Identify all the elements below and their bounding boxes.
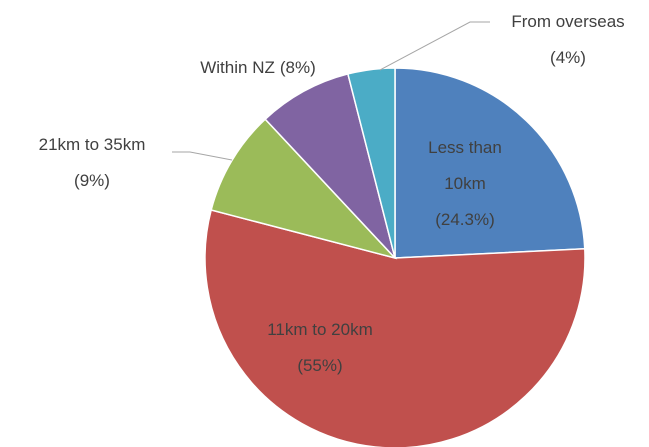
category-label: 11km to 20km [267,320,373,339]
slice-label: Within NZ (8%) [128,50,388,86]
pie-slice [210,118,398,260]
value-label: (4%) [550,48,586,67]
category-label: 21km to 35km [38,135,146,154]
pie-slice [394,67,586,259]
pie-slice [346,67,396,259]
slice-label: 21km to 35km (9%) [0,127,192,199]
leader-line [172,151,233,161]
pie-slice [264,73,396,259]
category-label: From overseas [511,12,625,31]
category-label: Less than 10km [428,138,502,193]
leader-line [379,21,490,71]
slice-label: Less than 10km (24.3%) [410,130,520,238]
value-label: (8%) [279,58,316,77]
category-label: Within NZ [200,58,275,77]
value-label: (9%) [74,171,110,190]
slice-label: From overseas (4%) [468,4,649,76]
value-label: (55%) [297,356,343,375]
slice-label: 11km to 20km (55%) [220,312,420,384]
value-label: (24.3%) [435,210,495,229]
